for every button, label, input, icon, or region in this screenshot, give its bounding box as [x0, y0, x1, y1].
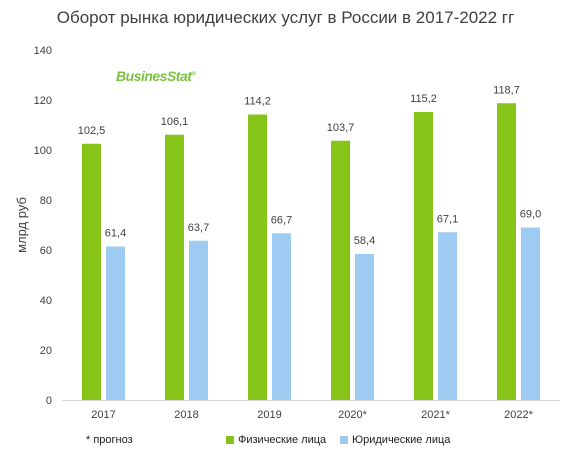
legend-item-legal-entities: Юридические лица [340, 434, 450, 446]
data-label: 69,0 [520, 209, 541, 221]
logo-text: BusinesStat [116, 68, 192, 84]
data-label: 58,4 [354, 235, 375, 247]
y-tick-label: 100 [34, 145, 52, 157]
forecast-footnote: * прогноз [86, 434, 133, 446]
legend-label-individuals: Физические лица [238, 434, 327, 446]
x-tick-label: 2022* [504, 409, 533, 421]
y-tick-label: 80 [40, 195, 52, 207]
y-axis-label: млрд руб [14, 197, 29, 253]
y-tick-label: 20 [40, 345, 52, 357]
bar-legal-entities [272, 233, 291, 400]
businesstat-logo: BusinesStat® [116, 68, 196, 84]
logo-mark: ® [191, 71, 196, 78]
bar-individuals [248, 114, 267, 400]
bar-legal-entities [521, 227, 540, 400]
x-tick-label: 2021* [421, 409, 450, 421]
x-tick-label: 2017 [91, 409, 115, 421]
bar-individuals [497, 103, 516, 400]
bar-legal-entities [106, 246, 125, 400]
y-tick-label: 140 [34, 45, 52, 57]
bar-legal-entities [355, 254, 374, 400]
bar-legal-entities [438, 232, 457, 400]
data-label: 103,7 [327, 122, 355, 134]
chart-title: Оборот рынка юридических услуг в России … [56, 8, 515, 27]
data-label: 102,5 [78, 125, 106, 137]
data-label: 61,4 [105, 228, 126, 240]
y-tick-label: 120 [34, 95, 52, 107]
x-tick-label: 2020* [338, 409, 367, 421]
bar-individuals [165, 134, 184, 400]
legend-swatch-legal-entities [340, 436, 348, 444]
data-label: 67,1 [437, 213, 458, 225]
data-label: 63,7 [188, 222, 209, 234]
x-tick-label: 2019 [257, 409, 281, 421]
y-tick-label: 0 [46, 395, 52, 407]
legend-swatch-individuals [226, 436, 234, 444]
data-label: 115,2 [410, 93, 437, 105]
data-label: 66,7 [271, 214, 292, 226]
data-label: 118,7 [493, 84, 520, 96]
data-label: 114,2 [244, 96, 271, 108]
x-tick-label: 2018 [174, 409, 198, 421]
bar-legal-entities [189, 240, 208, 400]
legend-item-individuals: Физические лица [226, 434, 326, 446]
data-label: 106,1 [161, 116, 189, 128]
bar-individuals [82, 143, 101, 400]
bar-individuals [414, 112, 433, 400]
legend-label-legal-entities: Юридические лица [352, 434, 451, 446]
y-tick-label: 40 [40, 295, 52, 307]
y-tick-label: 60 [40, 245, 52, 257]
bar-individuals [331, 140, 350, 400]
